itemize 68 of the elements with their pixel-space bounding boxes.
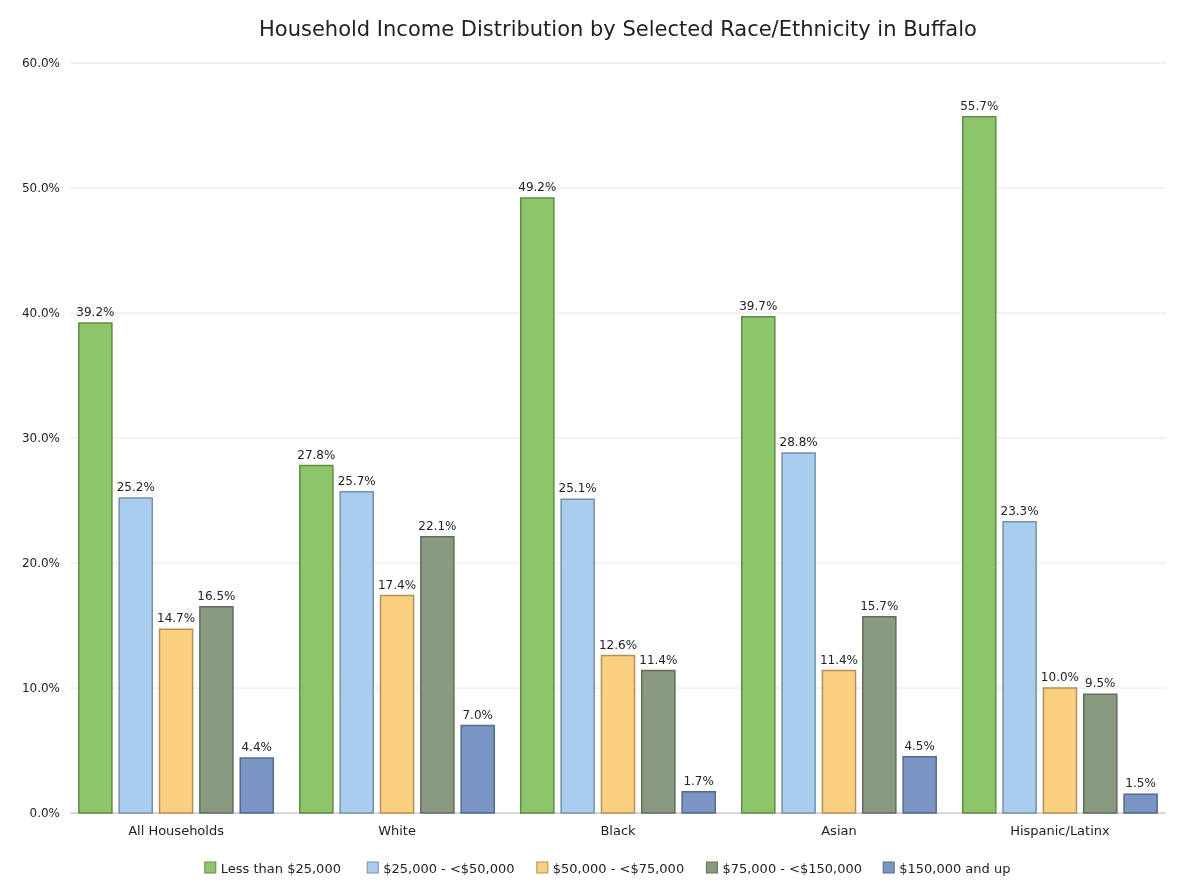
data-label: 1.7% [683,773,714,788]
bar [1002,521,1037,814]
bar [740,316,776,814]
data-label: 23.3% [1000,503,1039,518]
data-label: 14.7% [157,611,196,626]
legend-label: Less than $25,000 [220,860,341,876]
data-label: 28.8% [779,435,818,449]
data-label: 25.7% [337,473,376,488]
data-label: 11.4% [819,652,859,667]
bar [821,669,857,814]
bar [460,724,496,814]
y-tick-label: 20.0% [21,556,60,571]
bar [78,322,113,814]
bar [379,594,415,814]
bar [299,464,334,814]
bar [1042,687,1078,814]
data-label: 9.5% [1085,676,1116,691]
bar [339,491,374,814]
y-tick-label: 40.0% [21,306,60,321]
data-label: 4.4% [241,740,272,754]
legend-label: $50,000 - <$75,000 [552,860,685,876]
bar [961,116,997,814]
data-label: 11.4% [639,652,678,667]
bar [1123,793,1158,814]
data-label: 27.8% [297,447,336,462]
y-tick-label: 60.0% [21,56,60,71]
bar [781,452,816,814]
x-tick-label: Asian [821,823,857,838]
data-label: 16.5% [197,588,236,603]
y-tick-label: 50.0% [21,181,60,196]
legend-label: $150,000 and up [899,860,1011,876]
bar [239,757,275,814]
data-label: 15.7% [860,598,899,613]
bar [520,197,555,814]
bar [158,628,194,814]
data-label: 12.6% [598,637,638,652]
bar [600,654,636,814]
data-label: 10.0% [1040,670,1079,684]
data-label: 1.5% [1125,776,1156,791]
data-label: 4.5% [904,738,935,753]
data-label: 39.7% [739,298,778,313]
y-tick-label: 30.0% [21,431,60,446]
bar [641,669,676,814]
data-label: 22.1% [418,518,457,533]
data-label: 49.2% [518,180,557,194]
data-label: 39.2% [76,305,115,319]
bar [199,606,234,814]
bar [1082,693,1118,814]
x-tick-label: White [378,823,416,838]
data-label: 25.1% [558,481,597,496]
y-tick-label: 0.0% [29,806,60,821]
chart-title: Household Income Distribution by Selected Race/Ethnicity in Buffalo [259,17,977,41]
x-tick-label: Hispanic/Latinx [1010,823,1111,838]
bar [902,756,937,814]
bar [560,498,595,814]
legend-label: $25,000 - <$50,000 [383,860,515,876]
data-label: 7.0% [462,707,493,722]
x-tick-label: All Households [128,823,225,838]
legend-label: $75,000 - <$150,000 [722,860,863,876]
bar [420,536,455,814]
bar [118,497,154,814]
y-tick-label: 10.0% [21,681,60,696]
bar [862,616,897,814]
x-tick-label: Black [600,823,637,838]
bar [681,791,716,814]
data-label: 25.2% [116,480,155,494]
data-label: 55.7% [960,98,999,113]
data-label: 17.4% [377,577,417,592]
